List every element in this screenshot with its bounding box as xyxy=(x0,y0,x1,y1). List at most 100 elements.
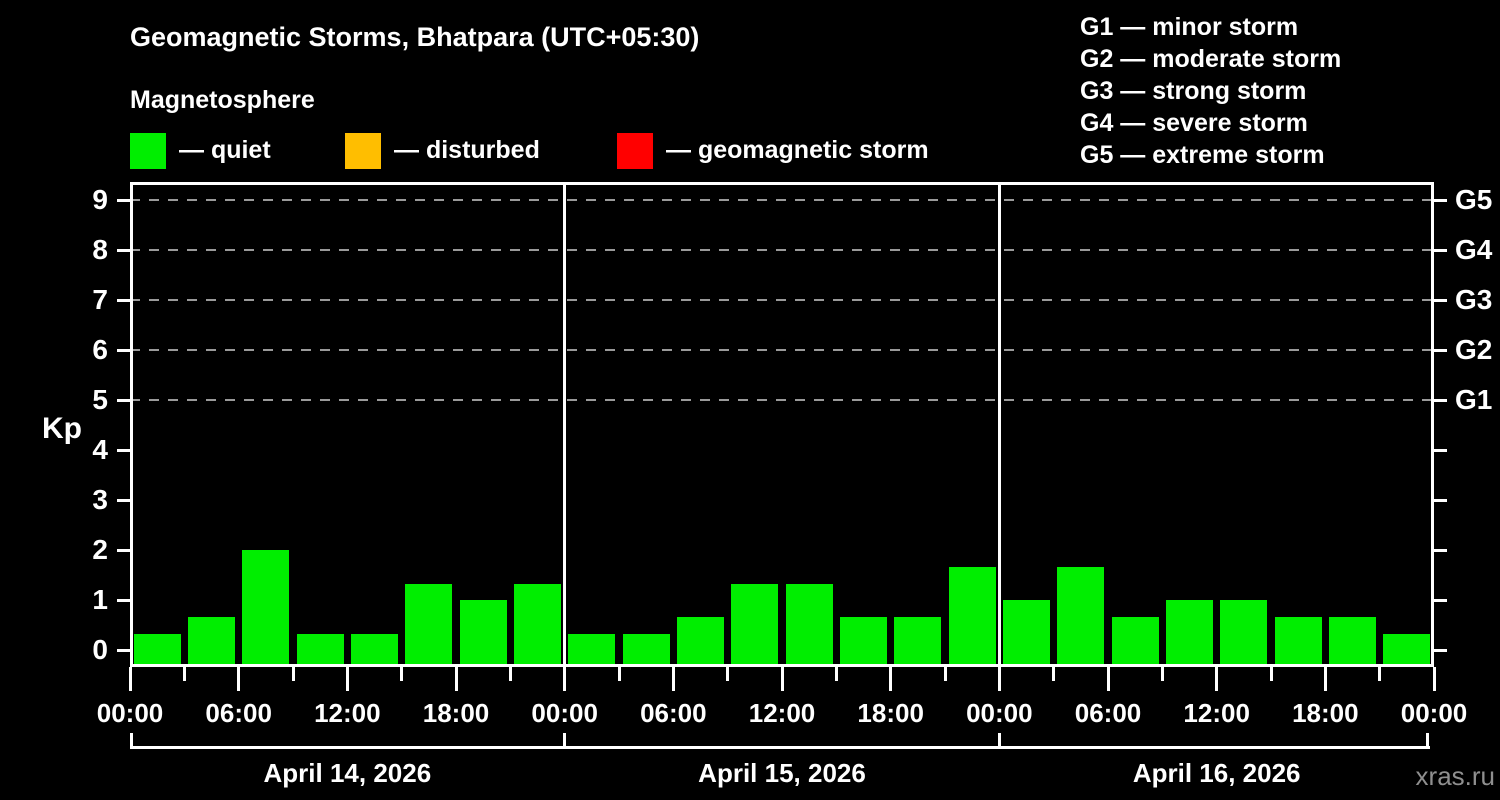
kp-bar xyxy=(1274,616,1322,664)
x-axis-major-tick xyxy=(889,667,893,691)
legend-label-geomagnetic-storm: — geomagnetic storm xyxy=(666,136,929,164)
x-axis-major-tick xyxy=(1215,667,1219,691)
x-tick-label: 12:00 xyxy=(1183,698,1250,728)
storm-scale-legend: G1 — minor storm G2 — moderate storm G3 — … xyxy=(1080,13,1341,173)
kp-bar xyxy=(1165,600,1214,664)
x-axis-minor-tick xyxy=(400,667,404,681)
y-axis-tick xyxy=(117,498,130,502)
x-axis-minor-tick xyxy=(1052,667,1056,681)
gridline-kp6 xyxy=(130,349,1434,351)
kp-bar xyxy=(1220,600,1268,664)
y-axis-tick-right xyxy=(1434,548,1447,552)
x-axis-major-tick xyxy=(237,667,241,691)
x-tick-label: 06:00 xyxy=(1074,698,1142,728)
kp-bar xyxy=(187,616,236,664)
x-axis-major-tick xyxy=(563,667,567,691)
x-axis-minor-tick xyxy=(943,667,947,681)
kp-bar xyxy=(1111,616,1159,664)
legend-item-disturbed: — disturbed xyxy=(345,132,540,169)
g-scale-label-g4: G4 xyxy=(1455,234,1493,265)
x-axis-major-tick xyxy=(454,667,458,691)
storm-scale-item-g3: G3 — strong storm xyxy=(1080,77,1307,105)
x-axis-minor-tick xyxy=(617,667,621,681)
chart-subtitle: Magnetosphere xyxy=(130,86,315,114)
y-axis-tick-right xyxy=(1434,398,1447,402)
kp-bar xyxy=(676,616,725,664)
x-axis-minor-tick xyxy=(1160,667,1164,681)
y-axis-tick xyxy=(117,548,130,552)
gridline-kp8 xyxy=(130,249,1434,251)
x-axis-major-tick xyxy=(997,667,1001,691)
y-axis-tick xyxy=(117,598,130,602)
date-label: April 14, 2026 xyxy=(263,758,432,788)
y-axis-tick-right xyxy=(1434,248,1447,252)
x-tick-label: 00:00 xyxy=(966,698,1033,728)
y-axis-tick xyxy=(117,448,130,452)
y-axis-label: 8 xyxy=(92,234,108,265)
y-axis-label: 2 xyxy=(92,534,108,565)
kp-bar xyxy=(405,583,453,664)
day-divider xyxy=(997,182,1001,667)
legend-item-quiet: — quiet xyxy=(130,132,271,169)
x-tick-label: 00:00 xyxy=(1400,698,1468,728)
storm-scale-item-g2: G2 — moderate storm xyxy=(1080,45,1342,73)
kp-bar xyxy=(296,633,344,664)
y-axis-tick-right xyxy=(1434,348,1447,352)
y-axis-label: 4 xyxy=(92,434,108,465)
kp-bar xyxy=(1328,616,1377,664)
x-axis-minor-tick xyxy=(182,667,186,681)
x-tick-label: 18:00 xyxy=(422,698,490,728)
kp-bar xyxy=(568,633,616,664)
y-axis-title: Kp xyxy=(42,412,82,445)
y-axis-label: 0 xyxy=(92,634,108,665)
y-axis-tick xyxy=(117,648,130,652)
x-axis-minor-tick xyxy=(726,667,730,681)
storm-scale-item-g5: G5 — extreme storm xyxy=(1080,141,1325,169)
x-axis-major-tick xyxy=(345,667,349,691)
gridline-kp5 xyxy=(130,399,1434,401)
geomagnetic-storm-color-swatch xyxy=(617,132,653,169)
chart-title: Geomagnetic Storms, Bhatpara (UTC+05:30) xyxy=(130,22,700,52)
x-tick-label: 06:00 xyxy=(205,698,272,728)
watermark: xras.ru xyxy=(1415,761,1495,791)
y-axis-tick xyxy=(117,198,130,202)
date-label: April 16, 2026 xyxy=(1132,758,1301,788)
y-axis-tick-right xyxy=(1434,198,1447,202)
x-tick-label: 18:00 xyxy=(1292,698,1359,728)
x-axis-major-tick xyxy=(1106,667,1110,691)
y-axis-label: 9 xyxy=(92,184,108,215)
kp-bar xyxy=(350,633,399,664)
x-axis-major-tick xyxy=(780,667,784,691)
x-tick-label: 12:00 xyxy=(314,698,381,728)
y-axis-tick-right xyxy=(1434,498,1447,502)
x-axis-major-tick xyxy=(128,667,132,691)
kp-bar xyxy=(242,550,290,664)
kp-bar xyxy=(1057,566,1105,664)
kp-bar xyxy=(1383,633,1431,664)
legend-label-quiet: — quiet xyxy=(179,136,271,164)
y-axis-tick xyxy=(117,248,130,252)
x-tick-label: 00:00 xyxy=(96,698,164,728)
y-axis-tick-right xyxy=(1434,448,1447,452)
kp-bar xyxy=(1002,600,1051,664)
x-axis-minor-tick xyxy=(1378,667,1382,681)
kp-bar xyxy=(948,566,996,664)
y-axis-label: 5 xyxy=(92,384,108,415)
day-bracket-tick xyxy=(563,733,567,749)
x-axis-minor-tick xyxy=(508,667,512,681)
g-scale-label-g1: G1 xyxy=(1455,384,1493,415)
date-label: April 15, 2026 xyxy=(698,758,866,788)
kp-bar xyxy=(839,616,888,664)
storm-scale-item-g1: G1 — minor storm xyxy=(1080,13,1299,41)
x-tick-label: 18:00 xyxy=(857,698,924,728)
y-axis-tick-right xyxy=(1434,648,1447,652)
x-axis-minor-tick xyxy=(1269,667,1273,681)
x-tick-label: 00:00 xyxy=(531,698,598,728)
gridline-kp7 xyxy=(130,299,1434,301)
y-axis-tick xyxy=(117,348,130,352)
x-axis-major-tick xyxy=(1323,667,1327,691)
x-axis-minor-tick xyxy=(834,667,838,681)
kp-bar xyxy=(894,616,942,664)
